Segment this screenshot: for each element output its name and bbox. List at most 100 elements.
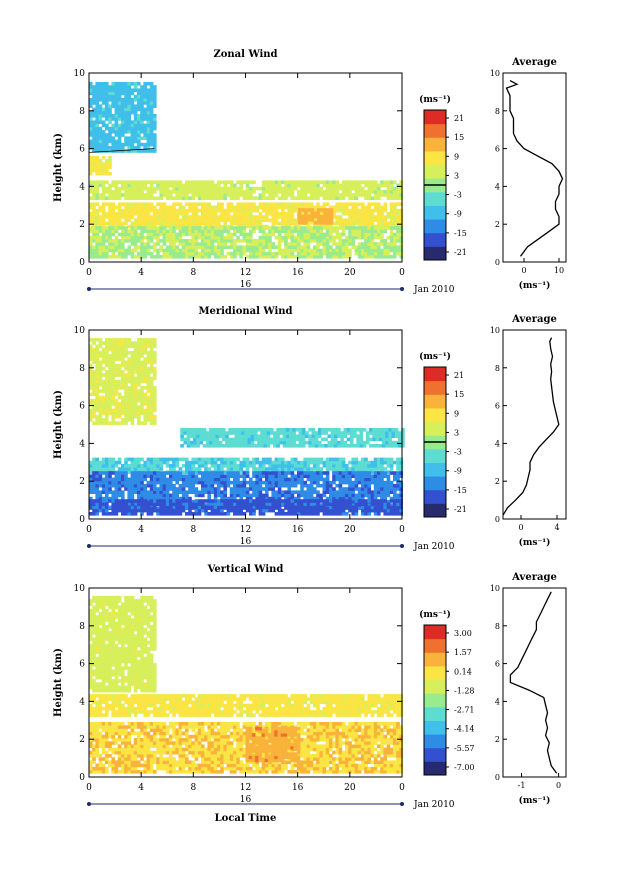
heatmap-cell: [146, 232, 151, 237]
heatmap-cell: [217, 493, 221, 498]
heatmap-cell: [162, 457, 167, 462]
heatmap-cell: [89, 239, 93, 243]
heatmap-cell: [338, 474, 343, 478]
heatmap-cell: [290, 490, 295, 494]
heatmap-cell: [361, 255, 365, 259]
heatmap-cell: [175, 193, 179, 197]
heatmap-cell: [338, 496, 343, 501]
heatmap-cell: [236, 467, 240, 471]
heatmap-cell: [130, 136, 135, 140]
heatmap-cell: [361, 474, 365, 478]
heatmap-cell: [274, 208, 279, 213]
heatmap-cell: [261, 480, 266, 485]
heatmap-cell: [310, 217, 315, 222]
heatmap-cell: [98, 168, 103, 173]
heatmap-cell: [306, 245, 311, 249]
heatmap-cell: [268, 474, 272, 478]
heatmap-cell: [322, 245, 327, 249]
heatmap-cell: [341, 508, 346, 513]
heatmap-cell: [130, 487, 135, 491]
heatmap-cell: [188, 251, 192, 256]
heatmap-cell: [101, 421, 106, 425]
heatmap-cell: [287, 490, 291, 494]
heatmap-cell: [130, 402, 135, 406]
heatmap-cell: [261, 474, 266, 478]
heatmap-cell: [252, 499, 256, 503]
heatmap-cell: [320, 221, 324, 225]
heatmap-cell: [323, 221, 327, 225]
heatmap-cell: [389, 202, 394, 206]
heatmap-cell: [127, 487, 131, 491]
heatmap-cell: [364, 180, 368, 184]
heatmap-cell: [105, 341, 109, 345]
heatmap-cell: [105, 408, 109, 413]
heatmap-cell: [95, 239, 99, 243]
heatmap-cell: [217, 483, 221, 488]
heatmap-cell: [367, 477, 371, 482]
heatmap-cell: [245, 505, 250, 510]
heatmap-cell: [354, 226, 359, 230]
heatmap-cell: [140, 130, 144, 134]
heatmap-cell: [111, 389, 115, 393]
heatmap-cell: [383, 467, 387, 471]
heatmap-cell: [271, 186, 275, 191]
heatmap-cell: [130, 101, 135, 105]
heatmap-cell: [169, 508, 173, 513]
heatmap-cell: [249, 245, 253, 249]
heatmap-cell: [92, 499, 96, 503]
heatmap-cell: [143, 202, 147, 206]
heatmap-cell: [124, 235, 128, 240]
heatmap-cell: [146, 386, 151, 390]
heatmap-cell: [329, 512, 333, 516]
heatmap-cell: [341, 477, 346, 482]
heatmap-cell: [245, 235, 250, 240]
heatmap-cell: [114, 139, 119, 144]
heatmap-cell: [383, 229, 387, 233]
heatmap-cell: [121, 477, 125, 482]
heatmap-cell: [300, 464, 304, 468]
heatmap-cell: [156, 226, 160, 230]
heatmap-cell: [309, 512, 314, 516]
heatmap-cell: [284, 193, 288, 197]
heatmap-cell: [175, 457, 179, 462]
heatmap-cell: [265, 503, 269, 507]
heatmap-cell: [105, 389, 109, 393]
heatmap-cell: [255, 221, 259, 226]
heatmap-cell: [307, 217, 311, 222]
heatmap-cell: [207, 229, 211, 233]
heatmap-cell: [377, 232, 381, 237]
heatmap-cell: [108, 126, 112, 131]
heatmap-cell: [393, 490, 397, 494]
heatmap-cell: [354, 235, 359, 240]
heatmap-cell: [265, 467, 269, 471]
heatmap-cell: [201, 251, 205, 256]
heatmap-cell: [389, 457, 394, 462]
heatmap-cell: [133, 457, 138, 462]
heatmap-cell: [255, 226, 259, 230]
average-x-tick-label: 0: [521, 266, 526, 275]
heatmap-cell: [361, 208, 365, 213]
heatmap-cell: [306, 196, 311, 200]
heatmap-cell: [351, 480, 355, 485]
heatmap-cell: [172, 499, 176, 503]
heatmap-cell: [386, 248, 391, 253]
heatmap-cell: [329, 505, 333, 510]
heatmap-cell: [124, 186, 128, 191]
heatmap-cell: [383, 474, 387, 478]
heatmap-cell: [389, 232, 394, 237]
heatmap-cell: [143, 123, 147, 128]
heatmap-cell: [111, 248, 115, 253]
heatmap-cell: [338, 245, 343, 249]
heatmap-cell: [117, 123, 122, 128]
heatmap-cell: [357, 467, 362, 471]
heatmap-cell: [191, 183, 195, 188]
heatmap-cell: [92, 505, 96, 510]
heatmap-cell: [297, 193, 301, 197]
heatmap-cell: [111, 215, 115, 219]
heatmap-cell: [233, 196, 237, 200]
heatmap-cell: [191, 202, 195, 206]
heatmap-cell: [143, 487, 147, 491]
heatmap-cell: [377, 221, 381, 226]
heatmap-cell: [233, 245, 237, 249]
heatmap-cell: [255, 483, 259, 488]
